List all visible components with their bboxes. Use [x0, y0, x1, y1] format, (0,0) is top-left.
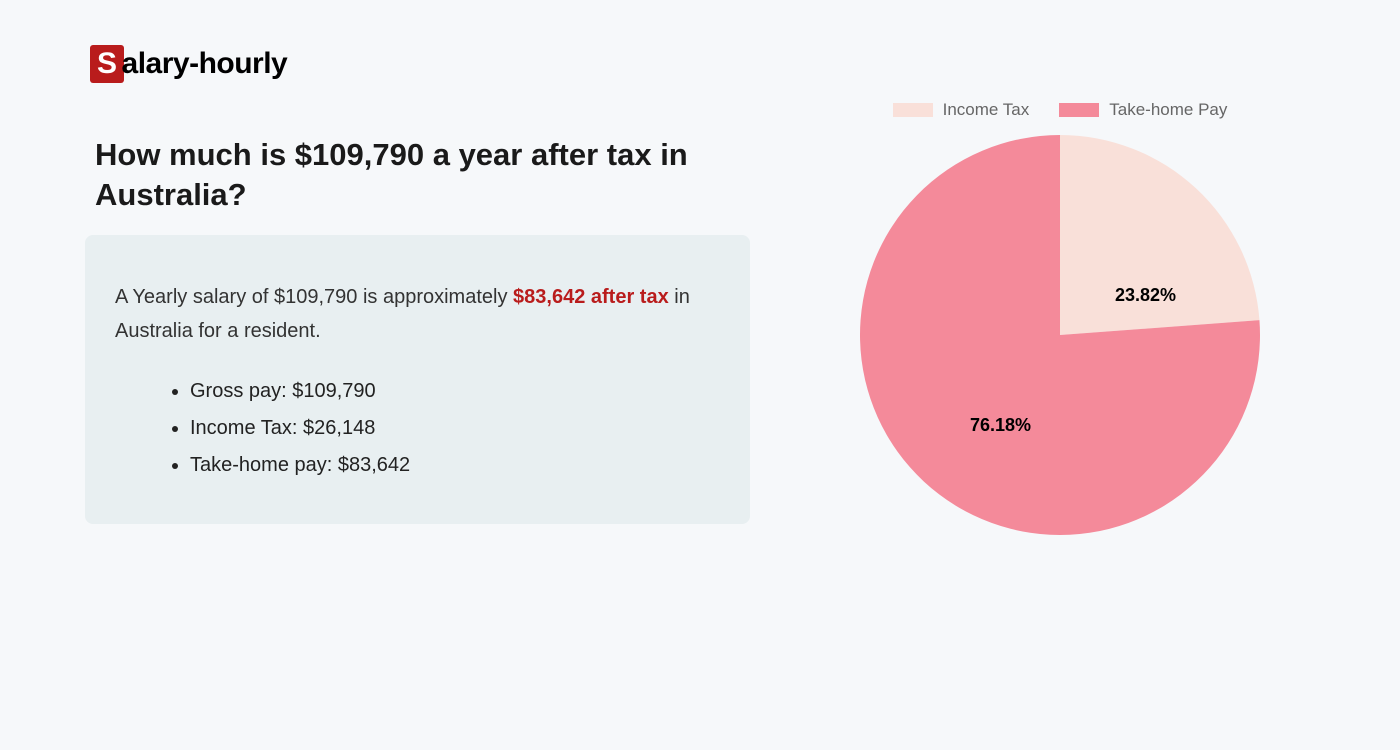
- summary-highlight: $83,642 after tax: [513, 286, 669, 308]
- chart-legend: Income Tax Take-home Pay: [820, 100, 1300, 120]
- site-logo: Salary-hourly: [90, 45, 287, 83]
- legend-swatch-takehome: [1059, 103, 1099, 117]
- legend-label-takehome: Take-home Pay: [1109, 100, 1227, 120]
- slice-label-takehome: 76.18%: [970, 415, 1031, 436]
- summary-prefix: A Yearly salary of $109,790 is approxima…: [115, 286, 513, 308]
- legend-item-tax: Income Tax: [893, 100, 1030, 120]
- summary-sentence: A Yearly salary of $109,790 is approxima…: [115, 280, 720, 348]
- pie-svg: [860, 135, 1260, 535]
- logo-box: S: [90, 45, 124, 83]
- pie-chart: 23.82% 76.18%: [860, 135, 1260, 535]
- bullet-tax: Income Tax: $26,148: [190, 410, 720, 447]
- legend-item-takehome: Take-home Pay: [1059, 100, 1227, 120]
- logo-text: alary-hourly: [122, 47, 288, 80]
- summary-bullets: Gross pay: $109,790 Income Tax: $26,148 …: [115, 373, 720, 484]
- slice-label-tax: 23.82%: [1115, 285, 1176, 306]
- bullet-gross: Gross pay: $109,790: [190, 373, 720, 410]
- pie-chart-area: Income Tax Take-home Pay 23.82% 76.18%: [820, 100, 1300, 535]
- legend-label-tax: Income Tax: [943, 100, 1030, 120]
- legend-swatch-tax: [893, 103, 933, 117]
- bullet-takehome: Take-home pay: $83,642: [190, 447, 720, 484]
- summary-panel: A Yearly salary of $109,790 is approxima…: [85, 235, 750, 524]
- page-title: How much is $109,790 a year after tax in…: [95, 135, 715, 216]
